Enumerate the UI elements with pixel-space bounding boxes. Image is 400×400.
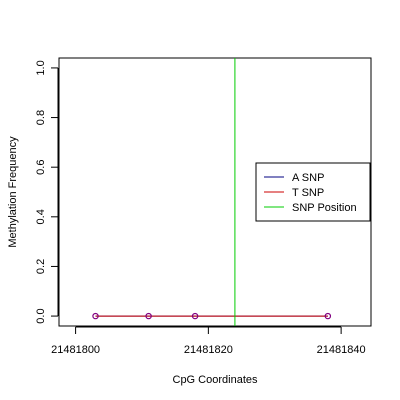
plot-frame — [58, 57, 372, 327]
legend: A SNP T SNP SNP Position — [255, 162, 371, 222]
y-tick-label: 0.2 — [35, 259, 47, 274]
data-point — [92, 312, 99, 320]
x-tick-label: 21481840 — [317, 344, 366, 356]
y-tick-label: 0.8 — [35, 110, 47, 125]
y-tick-label: 0.4 — [35, 209, 47, 224]
data-point — [191, 312, 199, 320]
data-point — [145, 312, 152, 320]
legend-label: T SNP — [292, 187, 324, 199]
y-tick-label: 1.0 — [35, 60, 47, 75]
x-tick-label: 21481800 — [51, 344, 100, 356]
y-tick-label: 0.0 — [35, 308, 47, 323]
legend-label: A SNP — [292, 172, 324, 184]
data-point — [324, 312, 332, 320]
legend-label: SNP Position — [292, 202, 357, 214]
y-axis-title: Methylation Frequency — [7, 136, 19, 248]
x-tick-label: 21481820 — [184, 344, 233, 356]
y-axis: 0.0 0.2 0.4 0.6 0.8 1.0 — [35, 60, 59, 324]
series-layer — [92, 58, 332, 326]
y-tick-label: 0.6 — [35, 160, 47, 175]
x-axis: 21481800 21481820 21481840 — [51, 326, 366, 356]
x-axis-title: CpG Coordinates — [173, 374, 258, 386]
